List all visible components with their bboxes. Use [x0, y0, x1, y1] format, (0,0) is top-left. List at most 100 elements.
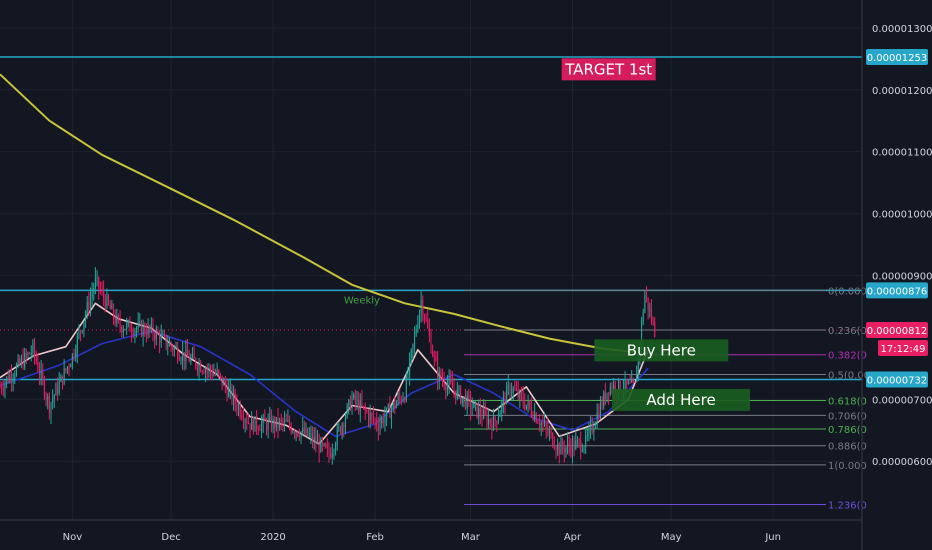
- candle-body: [213, 373, 215, 376]
- candle-body: [292, 431, 294, 433]
- candle-body: [183, 352, 185, 362]
- candle-body: [409, 357, 411, 375]
- candle-body: [144, 326, 146, 334]
- candle-body: [414, 334, 416, 344]
- candle-body: [127, 320, 129, 323]
- candle-body: [590, 423, 592, 429]
- candle-body: [140, 322, 142, 336]
- candle-body: [162, 334, 164, 336]
- fib-level-label: 0.382(0: [828, 351, 867, 362]
- candle-body: [517, 389, 519, 398]
- weekly-label: Weekly: [344, 295, 380, 306]
- candle-body: [2, 389, 4, 391]
- candle-body: [481, 415, 483, 419]
- fib-level-label: 0.236(0: [828, 326, 867, 337]
- candle-body: [38, 370, 40, 376]
- candle-body: [267, 420, 269, 430]
- annotations[interactable]: TARGET 1st Buy Here Add Here Weekly: [344, 58, 751, 411]
- candle-body: [344, 417, 346, 427]
- candle-body: [384, 416, 386, 424]
- price-tick-label: 0.00000700: [872, 395, 932, 406]
- candle-body: [122, 329, 124, 333]
- candle-body: [514, 388, 516, 390]
- candle-body: [433, 355, 435, 357]
- target-box[interactable]: [561, 58, 656, 81]
- candle-body: [14, 375, 16, 378]
- candle-body: [422, 300, 424, 316]
- price-tick-label: 0.00000600: [872, 457, 932, 468]
- candle-body: [167, 345, 169, 347]
- candle-body: [595, 424, 597, 429]
- candle-body: [94, 277, 96, 289]
- candle-body: [399, 396, 401, 399]
- candle-body: [489, 419, 491, 424]
- candle-body: [325, 443, 327, 448]
- candle-body: [438, 371, 440, 381]
- candle-body: [29, 352, 31, 355]
- candle-body: [354, 394, 356, 403]
- candle-body: [366, 410, 368, 413]
- candle-body: [631, 379, 633, 383]
- candle-body: [68, 366, 70, 368]
- candle-body: [506, 386, 508, 405]
- current-price-label: 0.00000812: [867, 326, 927, 337]
- candle-body: [364, 406, 366, 411]
- candle-body: [185, 349, 187, 362]
- candle-body: [548, 431, 550, 434]
- candle-body: [182, 352, 184, 360]
- candle-body: [606, 392, 608, 401]
- candle-body: [256, 416, 258, 429]
- grid: [0, 0, 862, 520]
- candle-body: [598, 413, 600, 419]
- candle-body: [221, 375, 223, 386]
- candle-body: [313, 437, 315, 442]
- candle-body: [106, 295, 108, 308]
- candle-body: [335, 444, 337, 451]
- candle-body: [451, 382, 453, 389]
- candle-body: [486, 413, 488, 425]
- candle-body: [96, 277, 98, 279]
- candle-body: [571, 441, 573, 454]
- candle-body: [80, 331, 82, 333]
- candle-body: [251, 418, 253, 430]
- green-annotation-box[interactable]: [612, 388, 751, 411]
- candle-body: [302, 427, 304, 432]
- candle-body: [596, 413, 598, 425]
- candle-body: [249, 423, 251, 430]
- candle-body: [27, 352, 29, 356]
- candle-body: [336, 428, 338, 445]
- candle-body: [66, 366, 68, 371]
- candle-body: [81, 330, 83, 332]
- candle-body: [550, 431, 552, 434]
- candle-body: [410, 349, 412, 358]
- candle-body: [279, 420, 281, 427]
- candle-body: [348, 399, 350, 406]
- candle-body: [382, 418, 384, 424]
- candle-body: [578, 439, 580, 441]
- candle-body: [170, 343, 172, 347]
- candle-body: [637, 354, 639, 376]
- time-tick-label: Mar: [461, 532, 481, 543]
- candle-body: [289, 420, 291, 427]
- candle-body: [437, 361, 439, 381]
- candle-body: [145, 333, 147, 336]
- candle-body: [11, 374, 13, 381]
- candle-body: [244, 420, 246, 422]
- candle-body: [37, 361, 39, 371]
- candle-body: [25, 353, 27, 356]
- fib-retracement[interactable]: 0(0.000 0.236(0 0.382(0 0.5(0.00 0.618(0 0.70…: [463, 286, 870, 512]
- time-tick-label: May: [661, 532, 682, 543]
- candle-body: [507, 385, 509, 387]
- candle-body: [262, 417, 264, 424]
- green-annotation-box[interactable]: [594, 339, 729, 362]
- candle-body: [48, 396, 50, 414]
- candle-body: [591, 423, 593, 432]
- candle-body: [493, 417, 495, 431]
- time-axis[interactable]: Nov Dec 2020 Feb Mar Apr May Jun: [63, 532, 781, 543]
- candle-body: [331, 452, 333, 458]
- candle-body: [290, 426, 292, 433]
- candle-body: [650, 309, 652, 321]
- candle-body: [524, 403, 526, 409]
- price-axis[interactable]: 0.00001300 0.00001200 0.00001100 0.00001000…: [872, 24, 932, 468]
